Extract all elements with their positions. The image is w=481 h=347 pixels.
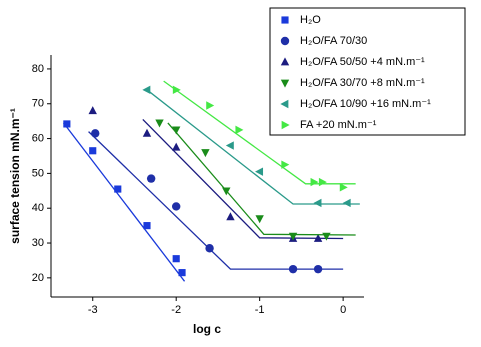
legend-label: H₂O/FA 50/50 +4 mN.m⁻¹ [300,56,425,68]
data-point [88,106,97,115]
y-tick-label: 70 [32,98,44,110]
data-point [172,255,180,263]
y-tick-label: 20 [32,272,44,284]
y-tick-label: 60 [32,132,44,144]
fit-line [63,122,186,282]
data-point [313,264,323,274]
data-point [172,202,181,211]
data-point [313,233,323,242]
legend-label: H₂O/FA 30/70 +8 mN.m⁻¹ [300,77,425,89]
data-point [255,167,264,176]
data-point [322,232,331,241]
fit-line [88,131,344,270]
data-point [288,232,298,241]
fit-line [142,118,344,240]
data-point [155,119,164,128]
legend-marker [281,120,290,130]
legend-marker [281,16,289,24]
legend-label: H₂O/FA 10/90 +16 mN.m⁻¹ [300,98,431,110]
x-tick-label: 0 [340,304,346,316]
y-axis-label: surface tension mN.m⁻¹ [8,108,22,244]
legend-marker [280,99,289,109]
data-point [206,101,215,110]
x-tick-label: -3 [88,304,98,316]
data-point [172,126,181,135]
y-tick-label: 40 [32,202,44,214]
data-point [222,187,231,196]
fit-line [163,80,356,185]
legend-marker [280,57,290,66]
data-point [63,120,71,128]
data-point [178,269,186,277]
legend-label: H₂O [300,14,321,26]
data-point [255,215,264,224]
legend-marker [280,36,290,46]
data-point [339,183,348,192]
data-point [142,85,151,95]
x-axis-label: log c [193,322,221,336]
legend-marker [280,79,290,88]
x-tick-label: -1 [255,304,265,316]
data-point [172,142,181,151]
y-tick-label: 50 [32,167,44,179]
legend-label: FA +20 mN.m⁻¹ [300,119,377,131]
data-point [91,129,100,138]
data-point [235,125,244,135]
legend [269,7,466,136]
data-point [89,147,97,155]
data-point [318,177,327,187]
y-tick-label: 80 [32,63,44,75]
data-point [225,141,234,150]
data-point [205,244,214,253]
data-point [114,185,122,193]
data-point [143,222,151,230]
data-point [146,174,156,183]
data-point [310,177,319,187]
data-point [288,264,298,274]
data-point [226,212,235,221]
data-point [342,198,351,208]
y-tick-label: 30 [32,237,44,249]
data-point [313,198,322,208]
x-tick-label: -2 [171,304,181,316]
data-point [281,160,290,169]
data-point [201,149,210,158]
fit-line [146,89,360,205]
data-point [172,85,181,95]
data-point [142,128,152,137]
legend-label: H₂O/FA 70/30 [300,35,367,47]
